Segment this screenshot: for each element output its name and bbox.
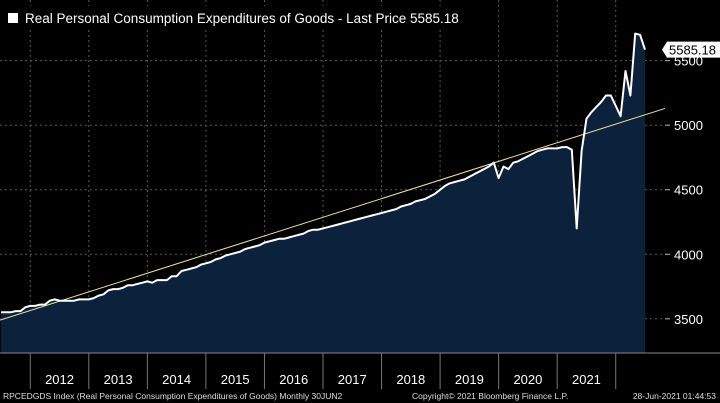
trend-line bbox=[0, 107, 666, 321]
y-tick-label: 4000 bbox=[674, 247, 703, 262]
y-tick-label: 4500 bbox=[674, 183, 703, 198]
x-tick-label: 2014 bbox=[162, 372, 191, 387]
x-tick-label: 2021 bbox=[572, 372, 601, 387]
last-price-box bbox=[662, 41, 720, 58]
x-tick-label: 2020 bbox=[513, 372, 542, 387]
last-price-label: 5585.18 bbox=[669, 43, 716, 58]
x-axis-ticks: 2012 2013 2014 2015 2016 2017 2018 2019 2020 2021 bbox=[0, 352, 720, 389]
x-tick-label: 2016 bbox=[279, 372, 308, 387]
x-tick-label: 2013 bbox=[104, 372, 133, 387]
legend-label: Real Personal Consumption Expenditures o… bbox=[25, 10, 459, 26]
x-tick-label: 2015 bbox=[221, 372, 250, 387]
x-tick-label: 2018 bbox=[396, 372, 425, 387]
last-price-marker: 5585.18 bbox=[662, 41, 720, 58]
y-tick-label: 5000 bbox=[674, 118, 703, 133]
footer-ticker-info: RPCEDGDS Index (Real Personal Consumptio… bbox=[3, 391, 343, 401]
series-line bbox=[1, 32, 646, 314]
legend-swatch-icon bbox=[8, 13, 18, 23]
x-tick-label: 2012 bbox=[45, 372, 74, 387]
footer-timestamp: 28-Jun-2021 01:44:53 bbox=[632, 391, 716, 401]
x-tick-label: 2019 bbox=[455, 372, 484, 387]
x-tick-label: 2017 bbox=[338, 372, 367, 387]
chart-footer: RPCEDGDS Index (Real Personal Consumptio… bbox=[0, 389, 720, 403]
y-tick-label: 3500 bbox=[674, 312, 703, 327]
chart-legend: Real Personal Consumption Expenditures o… bbox=[4, 6, 465, 30]
footer-copyright: Copyright© 2021 Bloomberg Finance L.P. bbox=[412, 391, 569, 401]
series-area bbox=[1, 33, 645, 353]
